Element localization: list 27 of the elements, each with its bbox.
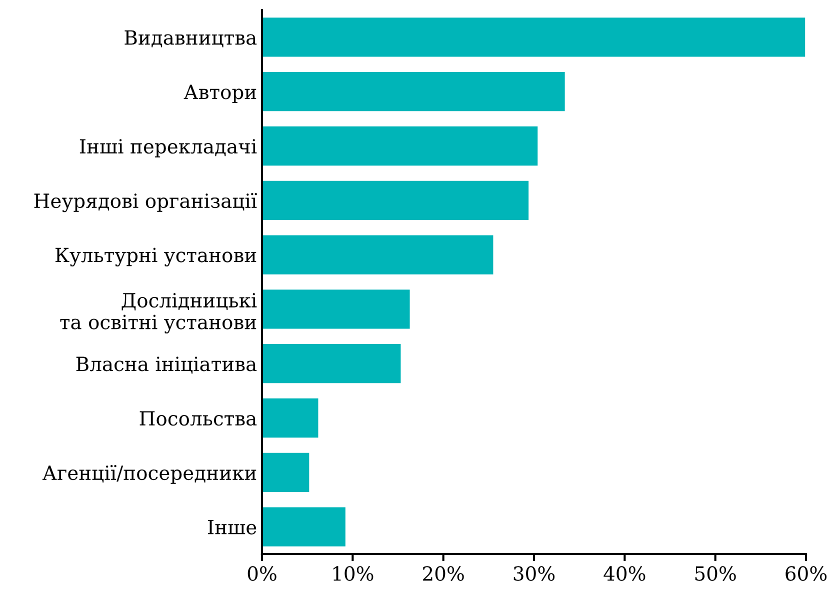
x-tick-label: 40% (604, 566, 646, 581)
y-tick-label: Посольства (140, 411, 257, 426)
y-tick-label: Автори (184, 84, 256, 104)
y-tick-label: Інші перекладачі (80, 139, 257, 158)
bar (262, 452, 310, 492)
x-tick-label: 50% (695, 566, 736, 581)
bar (262, 72, 565, 112)
bar (262, 18, 806, 57)
x-tick-label: 0% (248, 566, 276, 581)
x-tick-label: 20% (423, 566, 464, 581)
bar (262, 290, 410, 329)
bar (262, 180, 529, 220)
y-tick-label: Власна ініціатива (76, 356, 257, 374)
y-tick-label: Неурядові організації (34, 192, 257, 212)
y-tick-label: Дослідницькі та освітні установи (60, 293, 257, 334)
x-tick-label: 10% (333, 566, 374, 581)
bar (262, 126, 538, 166)
bar (262, 398, 318, 438)
x-tick-label: 30% (514, 566, 555, 581)
y-tick-label: Видавництва (124, 30, 257, 48)
x-tick-label: 60% (786, 566, 827, 581)
y-tick-label: Інше (208, 520, 256, 534)
bar (262, 235, 494, 274)
y-tick-label: Агенції/посередники (42, 464, 256, 484)
bar (262, 344, 401, 384)
bar (262, 507, 346, 546)
y-tick-label: Культурні установи (56, 248, 256, 266)
